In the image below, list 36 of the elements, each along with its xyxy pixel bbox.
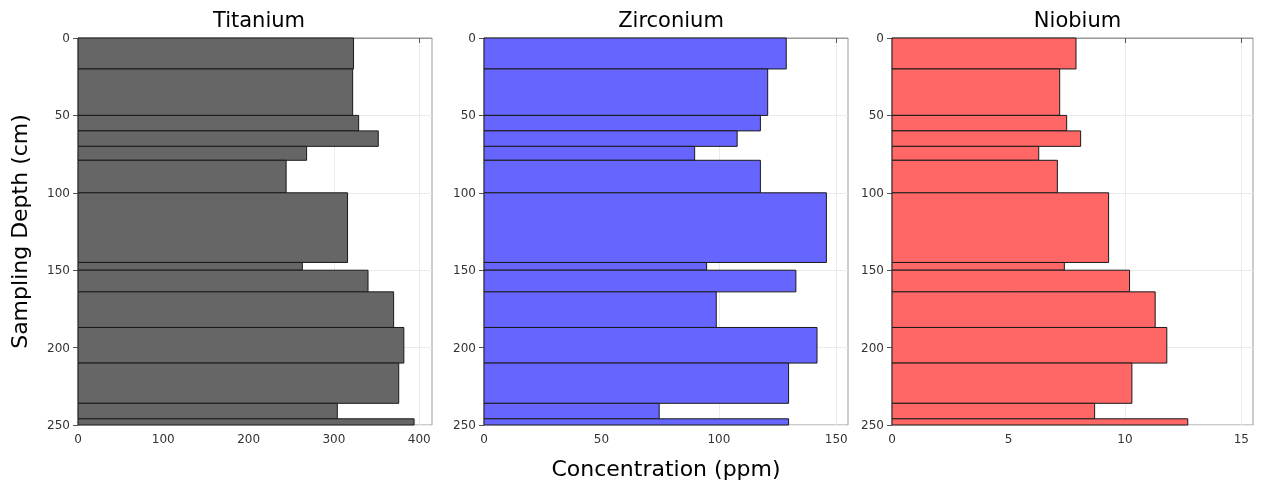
y-tick-label: 100 <box>453 185 476 200</box>
x-tick-label: 0 <box>74 432 82 446</box>
x-tick-label: 400 <box>407 432 431 446</box>
x-tick-label: 0 <box>888 432 896 446</box>
y-axis-title: Sampling Depth (cm) <box>6 114 32 349</box>
x-axis-title: Concentration (ppm) <box>551 455 781 481</box>
chart-title: Titanium <box>211 7 306 32</box>
x-tick-label: 15 <box>1233 432 1249 446</box>
y-tick-label: 100 <box>47 185 70 200</box>
y-tick-label: 200 <box>453 340 476 355</box>
y-tick-label: 150 <box>453 263 476 278</box>
y-tick-label: 250 <box>453 418 476 432</box>
x-tick-label: 200 <box>237 432 261 446</box>
y-tick-label: 0 <box>876 31 884 45</box>
y-tick-label: 50 <box>868 108 884 123</box>
y-tick-label: 50 <box>460 108 476 123</box>
y-tick-label: 50 <box>54 108 70 123</box>
chart-title: Niobium <box>1033 7 1122 32</box>
y-tick-label: 200 <box>861 340 884 355</box>
y-tick-label: 150 <box>861 263 884 278</box>
x-tick-label: 10 <box>1117 432 1133 446</box>
y-tick-label: 0 <box>62 31 70 45</box>
x-tick-label: 150 <box>824 432 848 446</box>
y-tick-label: 100 <box>861 185 884 200</box>
y-tick-label: 150 <box>47 263 70 278</box>
x-tick-label: 5 <box>1004 432 1013 446</box>
chart-title: Zirconium <box>618 7 724 32</box>
x-tick-label: 50 <box>593 432 610 446</box>
x-tick-label: 100 <box>707 432 731 446</box>
y-tick-label: 0 <box>468 31 476 45</box>
y-tick-label: 250 <box>47 418 70 432</box>
x-tick-label: 0 <box>480 432 488 446</box>
y-tick-label: 250 <box>861 418 884 432</box>
x-tick-label: 300 <box>322 432 346 446</box>
y-tick-label: 200 <box>47 340 70 355</box>
x-tick-label: 100 <box>151 432 175 446</box>
